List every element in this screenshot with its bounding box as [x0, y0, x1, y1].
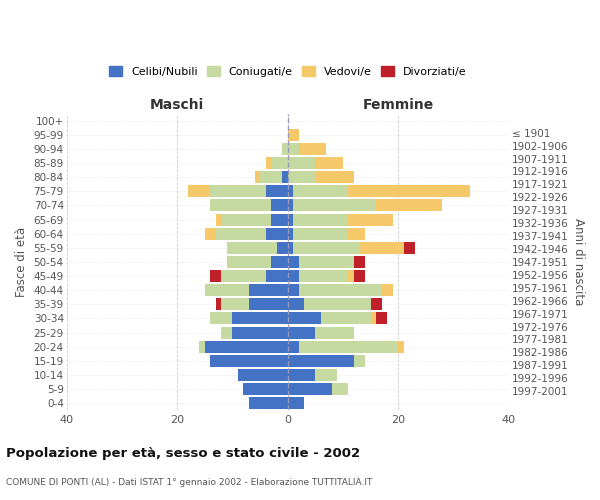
- Bar: [316, 369, 337, 381]
- Bar: [376, 312, 387, 324]
- Text: Maschi: Maschi: [150, 98, 204, 112]
- Legend: Celibi/Nubili, Coniugati/e, Vedovi/e, Divorziati/e: Celibi/Nubili, Coniugati/e, Vedovi/e, Di…: [109, 66, 467, 76]
- Bar: [321, 312, 371, 324]
- Y-axis label: Anni di nascita: Anni di nascita: [572, 218, 585, 306]
- Bar: [332, 383, 349, 395]
- Bar: [211, 186, 266, 198]
- Bar: [277, 242, 287, 254]
- Bar: [287, 200, 293, 211]
- Bar: [293, 242, 359, 254]
- Text: Popolazione per età, sesso e stato civile - 2002: Popolazione per età, sesso e stato civil…: [6, 448, 360, 460]
- Bar: [254, 172, 260, 183]
- Bar: [232, 312, 287, 324]
- Bar: [238, 369, 287, 381]
- Bar: [205, 228, 216, 239]
- Bar: [287, 228, 293, 239]
- Bar: [211, 200, 271, 211]
- Bar: [211, 270, 221, 282]
- Bar: [349, 270, 354, 282]
- Bar: [287, 214, 293, 226]
- Bar: [316, 172, 354, 183]
- Bar: [216, 214, 221, 226]
- Bar: [287, 383, 332, 395]
- Bar: [287, 143, 299, 155]
- Bar: [271, 214, 287, 226]
- Bar: [287, 369, 316, 381]
- Bar: [227, 242, 277, 254]
- Bar: [287, 157, 316, 169]
- Bar: [287, 270, 299, 282]
- Bar: [216, 298, 221, 310]
- Bar: [260, 172, 282, 183]
- Bar: [354, 256, 365, 268]
- Bar: [287, 172, 316, 183]
- Bar: [287, 340, 299, 352]
- Bar: [293, 228, 349, 239]
- Bar: [244, 383, 287, 395]
- Bar: [249, 284, 287, 296]
- Bar: [371, 312, 376, 324]
- Bar: [354, 354, 365, 366]
- Bar: [349, 186, 470, 198]
- Bar: [271, 157, 287, 169]
- Bar: [221, 270, 266, 282]
- Bar: [287, 354, 354, 366]
- Bar: [316, 326, 354, 338]
- Bar: [382, 284, 393, 296]
- Bar: [249, 298, 287, 310]
- Bar: [282, 172, 287, 183]
- Bar: [371, 298, 382, 310]
- Bar: [205, 340, 287, 352]
- Bar: [299, 270, 349, 282]
- Bar: [266, 157, 271, 169]
- Bar: [304, 298, 371, 310]
- Bar: [293, 214, 349, 226]
- Bar: [287, 397, 304, 409]
- Bar: [349, 228, 365, 239]
- Bar: [249, 397, 287, 409]
- Text: COMUNE DI PONTI (AL) - Dati ISTAT 1° gennaio 2002 - Elaborazione TUTTITALIA.IT: COMUNE DI PONTI (AL) - Dati ISTAT 1° gen…: [6, 478, 373, 487]
- Bar: [299, 340, 398, 352]
- Bar: [287, 186, 293, 198]
- Bar: [211, 312, 232, 324]
- Bar: [282, 143, 287, 155]
- Bar: [287, 298, 304, 310]
- Bar: [349, 214, 393, 226]
- Y-axis label: Fasce di età: Fasce di età: [15, 227, 28, 297]
- Bar: [266, 270, 287, 282]
- Bar: [287, 129, 299, 141]
- Bar: [287, 326, 316, 338]
- Bar: [287, 256, 299, 268]
- Bar: [221, 214, 271, 226]
- Bar: [232, 326, 287, 338]
- Bar: [359, 242, 404, 254]
- Bar: [299, 284, 382, 296]
- Bar: [271, 256, 287, 268]
- Bar: [188, 186, 211, 198]
- Bar: [299, 143, 326, 155]
- Bar: [221, 326, 232, 338]
- Bar: [199, 340, 205, 352]
- Bar: [398, 340, 404, 352]
- Bar: [211, 354, 287, 366]
- Bar: [404, 242, 415, 254]
- Bar: [205, 284, 249, 296]
- Text: Femmine: Femmine: [362, 98, 434, 112]
- Bar: [293, 186, 349, 198]
- Bar: [266, 186, 287, 198]
- Bar: [376, 200, 442, 211]
- Bar: [271, 200, 287, 211]
- Bar: [354, 270, 365, 282]
- Bar: [287, 312, 321, 324]
- Bar: [287, 242, 293, 254]
- Bar: [293, 200, 376, 211]
- Bar: [227, 256, 271, 268]
- Bar: [216, 228, 266, 239]
- Bar: [266, 228, 287, 239]
- Bar: [299, 256, 354, 268]
- Bar: [316, 157, 343, 169]
- Bar: [287, 284, 299, 296]
- Bar: [221, 298, 249, 310]
